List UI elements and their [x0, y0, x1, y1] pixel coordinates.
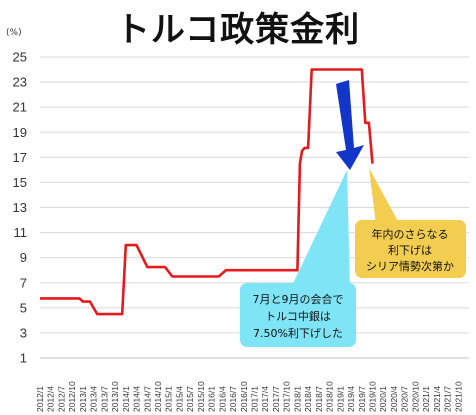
x-tick-label: 2019/1	[335, 386, 345, 412]
y-tick-label: 15	[13, 175, 27, 190]
blue-callout-box	[240, 283, 356, 347]
chart-title: トルコ政策金利	[115, 10, 361, 50]
x-tick-label: 2017/4	[260, 386, 270, 412]
x-tick-label: 2016/4	[217, 386, 227, 412]
yellow-callout-box	[355, 220, 466, 278]
x-tick-label: 2017/1	[250, 386, 260, 412]
x-tick-label: 2012/10	[67, 381, 77, 412]
x-tick-label: 2013/10	[110, 381, 120, 412]
x-tick-label: 2021/4	[432, 386, 442, 412]
yellow-callout-line-3: シリア情勢次第か	[366, 259, 454, 273]
blue-callout-line-2: トルコ中銀は	[265, 309, 331, 323]
y-tick-label: 7	[20, 275, 27, 290]
blue-callout-pointer	[290, 170, 350, 290]
y-tick-label: 13	[13, 200, 27, 215]
x-tick-label: 2020/4	[389, 386, 399, 412]
x-tick-label: 2012/1	[35, 386, 45, 412]
y-axis-unit: (%)	[6, 28, 22, 38]
x-tick-label: 2012/4	[46, 386, 56, 412]
x-tick-label: 2021/10	[453, 381, 463, 412]
yellow-callout-line-2: 利下げは	[388, 244, 432, 257]
y-tick-label: 23	[13, 75, 27, 90]
x-tick-label: 2020/7	[400, 386, 410, 412]
x-tick-label: 2016/1	[207, 386, 217, 412]
x-tick-label: 2012/7	[56, 386, 66, 412]
x-tick-label: 2014/10	[153, 381, 163, 412]
y-tick-label: 11	[14, 225, 28, 240]
x-tick-label: 2019/4	[346, 386, 356, 412]
y-tick-label: 3	[20, 325, 27, 340]
x-tick-label: 2018/7	[314, 386, 324, 412]
x-tick-label: 2014/7	[142, 386, 152, 412]
series-group	[40, 68, 374, 316]
x-tick-label: 2015/10	[196, 381, 206, 412]
x-tick-label: 2013/4	[89, 386, 99, 412]
x-tick-label: 2021/1	[421, 386, 431, 412]
x-tick-label: 2016/7	[228, 386, 238, 412]
blue-callout-line-3: 7.50%利下げした	[253, 327, 343, 340]
x-tick-label: 2017/7	[271, 386, 281, 412]
y-tick-label: 17	[13, 150, 27, 165]
x-tick-label: 2018/4	[303, 386, 313, 412]
y-tick-label: 21	[13, 100, 27, 115]
x-tick-label: 2013/1	[78, 386, 88, 412]
x-tick-label: 2019/7	[357, 386, 367, 412]
x-tick-label: 2015/1	[164, 386, 174, 412]
y-tick-label: 19	[13, 125, 27, 140]
yellow-callout-line-1: 年内のさらなる	[372, 227, 449, 241]
x-tick-label: 2015/7	[185, 386, 195, 412]
x-tick-labels: 2012/1 2012/4 2012/7 2012/10 2013/1 2013/4 201…	[35, 381, 463, 412]
y-tick-label: 9	[20, 250, 27, 265]
x-tick-label: 2016/10	[239, 381, 249, 412]
down-arrow	[336, 80, 364, 170]
x-tick-label: 2017/10	[282, 381, 292, 412]
x-tick-label: 2020/1	[378, 386, 388, 412]
x-tick-label: 2020/10	[410, 381, 420, 412]
x-tick-label: 2014/4	[132, 386, 142, 412]
x-tick-label: 2019/10	[367, 381, 377, 412]
x-tick-label: 2018/10	[325, 381, 335, 412]
policy-rate-line	[40, 68, 374, 316]
y-tick-label: 1	[20, 351, 27, 366]
y-tick-label: 5	[20, 300, 27, 315]
x-tick-label: 2015/4	[174, 386, 184, 412]
x-tick-label: 2014/1	[121, 386, 131, 412]
x-tick-label: 2013/7	[99, 386, 109, 412]
y-tick-label: 25	[13, 50, 27, 65]
x-tick-label: 2021/7	[443, 386, 453, 412]
x-tick-label: 2018/1	[292, 386, 302, 412]
blue-callout-line-1: 7月と9月の会合で	[253, 292, 344, 306]
yellow-callout-pointer	[369, 168, 400, 225]
